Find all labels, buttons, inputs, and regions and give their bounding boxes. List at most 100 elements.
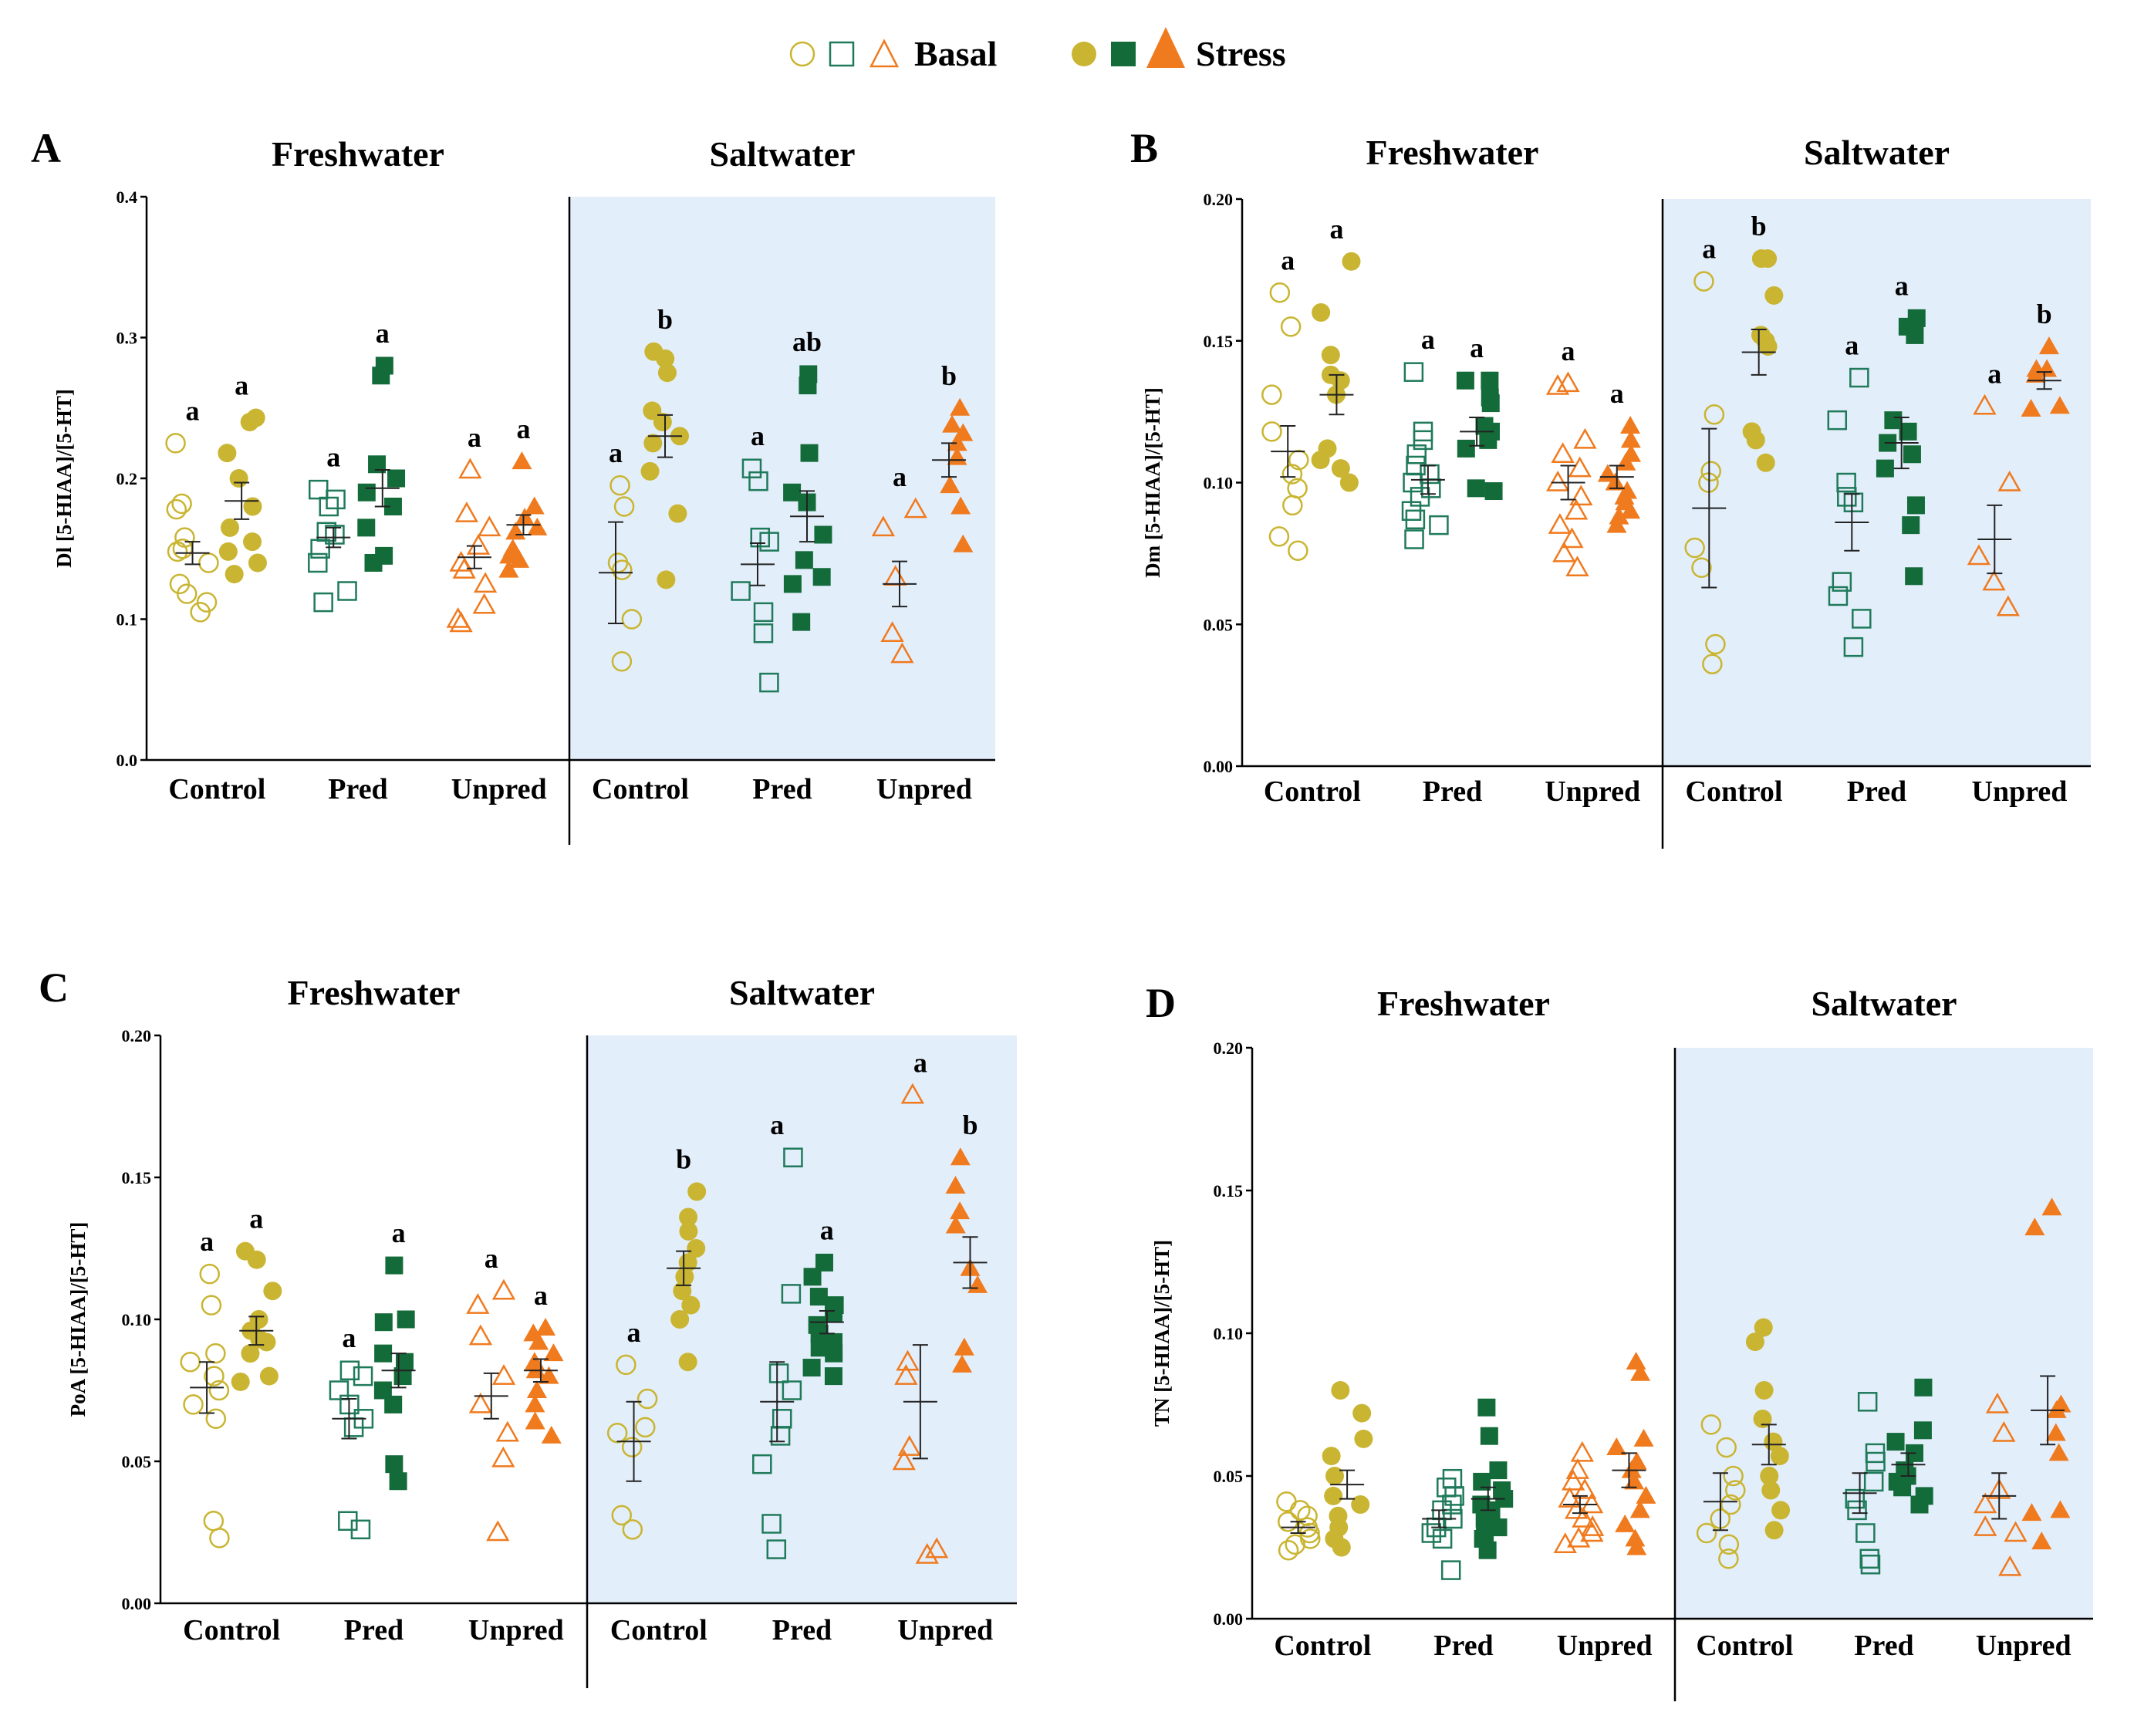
panel-b-freshwater-unpred-stress-point	[1620, 430, 1641, 448]
panel-c-freshwater-pred-stress-point	[374, 1344, 393, 1363]
panel-c-freshwater-unpred-stress-point	[528, 1332, 549, 1350]
panel-c-saltwater-control-stress-point	[675, 1267, 694, 1286]
panel-b-saltwater-unpred-basal-point	[1967, 544, 1991, 566]
panel-b-freshwater-pred-stress-point	[1467, 479, 1485, 498]
panel-d-freshwater-pred-stress-point	[1473, 1472, 1491, 1491]
panel-a-freshwater-unpred-basal-point	[466, 534, 491, 555]
panel-a-freshwater-pred-basal-point	[313, 592, 333, 613]
panel-a-saltwater-pred-stress-point	[795, 551, 813, 569]
panel-c-freshwater-unpred-basal-point	[466, 1293, 490, 1314]
panel-c-freshwater-control-stress-point	[231, 1372, 250, 1391]
legend: Basal Stress	[789, 27, 1286, 73]
panel-b-freshwater-unpred-basal-point	[1564, 498, 1589, 520]
panel-c-freshwater-control-stress-point	[259, 1366, 279, 1386]
panel-d-freshwater-control-stress-point	[1324, 1486, 1343, 1505]
panel-b-freshwater-unpred-basal-point	[1556, 371, 1580, 393]
panel-b-saltwater-unpred-stress-point	[2021, 398, 2041, 417]
panel-d-saltwater-control-basal-point	[1696, 1522, 1717, 1544]
panel-d-freshwater-unpred-stress-point	[1626, 1537, 1647, 1555]
panel-b-saltwater-unpred-basal-point	[1982, 569, 2006, 591]
panel-c-saltwater-pred-basal-point	[768, 1363, 789, 1383]
panel-c-saltwater-control-basal-point	[622, 1519, 643, 1540]
panel-b-freshwater-pred-basal-point	[1405, 509, 1426, 530]
panel-d-freshwater-control-stress-series	[1322, 1381, 1373, 1557]
panel-b-saltwater-control-label: Control	[1686, 775, 1783, 808]
panel-c-freshwater-control-basal-point	[199, 1263, 220, 1285]
panel-b-freshwater-control-basal-point	[1288, 540, 1308, 561]
panel-a-freshwater-unpred-stress-point	[498, 559, 519, 578]
panel-a-saltwater-unpred-stress-point	[947, 433, 967, 451]
panel-c: 0.00 0.05 0.10 0.15 0.20 PoA [5-HIAA]/[5-HT] C…	[39, 964, 1017, 1688]
panel-b-freshwater-control-basal-point	[1268, 526, 1290, 547]
panel-b-freshwater-control-basal-point	[1280, 316, 1302, 337]
panel-d-freshwater-pred-basal-point	[1442, 1495, 1462, 1515]
panel-a-freshwater-control-stress-significance-letter: a	[235, 370, 248, 401]
panel-d-saltwater-unpred-stress-point	[2024, 1218, 2045, 1236]
panel-a-saltwater-pred-basal-point	[759, 532, 779, 552]
panel-b-saltwater-pred-basal-point	[1827, 410, 1848, 431]
panel-d-freshwater-unpred-basal-point	[1564, 1498, 1589, 1519]
panel-d-title-saltwater: Saltwater	[1811, 984, 1957, 1023]
panel-d-freshwater-pred-label: Pred	[1433, 1630, 1493, 1662]
panel-a-y-tick-label: 0.2	[116, 469, 138, 488]
panel-d-freshwater-unpred-label: Unpred	[1557, 1630, 1653, 1662]
panel-c-saltwater-control-stress-point	[673, 1282, 692, 1301]
panel-a-saltwater-pred-stress-point	[799, 377, 817, 395]
panel-a-saltwater-control-stress-point	[657, 363, 677, 383]
panel-d-freshwater-pred-basal-point	[1432, 1528, 1453, 1549]
panel-b-freshwater-pred-stress-point	[1481, 394, 1500, 413]
panel-c-freshwater-unpred-basal-point	[491, 1364, 516, 1385]
panel-a-freshwater-pred-basal-point	[308, 479, 329, 500]
panel-c-freshwater-unpred-stress-significance-letter: a	[534, 1280, 548, 1311]
panel-b-freshwater-pred-basal-point	[1413, 430, 1433, 451]
panel-d-freshwater-unpred-basal-point	[1572, 1478, 1597, 1499]
panel-a-saltwater-pred-stress-significance-letter: ab	[792, 326, 822, 357]
panel-b-freshwater-control-stress-point	[1312, 303, 1331, 322]
panel-a-saltwater-control-stress-point	[653, 413, 672, 431]
panel-c-freshwater-unpred-stress-point	[543, 1343, 564, 1362]
panel-d-y-tick-label: 0.00	[1214, 1609, 1244, 1629]
panel-c-freshwater-control-basal-series: a	[180, 1226, 230, 1549]
panel-b-saltwater-unpred-basal-point	[1973, 393, 1997, 415]
panel-b-freshwater-unpred-stress-point	[1620, 501, 1641, 519]
panel-a-saltwater-control-basal-point	[621, 609, 643, 630]
panel-d-freshwater-unpred-stress-point	[1626, 1352, 1646, 1370]
panel-b-saltwater-control-basal-point	[1691, 557, 1712, 578]
panel-d-saltwater-pred-basal-point	[1863, 1471, 1884, 1492]
panel-a-saltwater-control-basal-point	[612, 559, 633, 580]
panel-b-saltwater-control-basal-series: a	[1684, 234, 1727, 674]
panel-a-saltwater-unpred-label: Unpred	[876, 773, 972, 806]
panel-b-saltwater-pred-stress-point	[1906, 326, 1924, 344]
panel-d-freshwater-unpred-basal-point	[1572, 1506, 1595, 1528]
panel-b-freshwater-control-basal-point	[1281, 464, 1303, 485]
panel-a-freshwater-control-basal-point	[196, 592, 218, 613]
panel-c-saltwater-control-stress-point	[679, 1221, 698, 1241]
panel-a-saltwater-control-basal-point	[609, 475, 630, 496]
panel-c-saltwater-pred-stress-point	[809, 1288, 828, 1306]
panel-a-saltwater-control-stress-point	[657, 570, 676, 589]
panel-a-saltwater-pred-stress-point	[812, 568, 831, 586]
panel-c-freshwater-pred-basal-point	[329, 1380, 349, 1400]
panel-a-title-freshwater: Freshwater	[272, 134, 444, 174]
panel-b-freshwater-pred-stress-point	[1456, 371, 1474, 390]
panel-d-freshwater-control-stress-point	[1351, 1495, 1370, 1514]
panel-b-freshwater-pred-basal-point	[1404, 529, 1424, 549]
panel-c-freshwater-pred-stress-point	[385, 1455, 404, 1474]
panel-d-freshwater-control-basal-series	[1276, 1491, 1321, 1561]
panel-d-saltwater-pred-basal-point	[1847, 1500, 1867, 1521]
panel-a-saltwater-control-basal-significance-letter: a	[609, 437, 623, 468]
panel-c-freshwater-unpred-stress-point	[535, 1318, 556, 1336]
panel-c-freshwater-unpred-basal-significance-letter: a	[485, 1243, 498, 1274]
panel-a-saltwater-pred-basal-point	[748, 471, 768, 491]
panel-c-freshwater-pred-stress-point	[395, 1353, 414, 1371]
panel-b-saltwater-control-basal-significance-letter: a	[1702, 234, 1716, 265]
panel-a-saltwater-pred-basal-point	[741, 458, 762, 478]
legend-stress-control-marker	[1072, 42, 1096, 66]
panel-c-freshwater-unpred-basal-point	[495, 1420, 520, 1442]
panel-c-freshwater-control-basal-significance-letter: a	[200, 1226, 214, 1257]
legend-stress-label: Stress	[1196, 34, 1286, 73]
panel-c-freshwater-control-basal-point	[208, 1380, 230, 1401]
panel-a-freshwater-pred-stress-point	[357, 483, 376, 502]
panel-c-freshwater-pred-basal-series: a	[329, 1322, 374, 1540]
panel-c-saltwater-control-basal-point	[621, 1437, 643, 1457]
